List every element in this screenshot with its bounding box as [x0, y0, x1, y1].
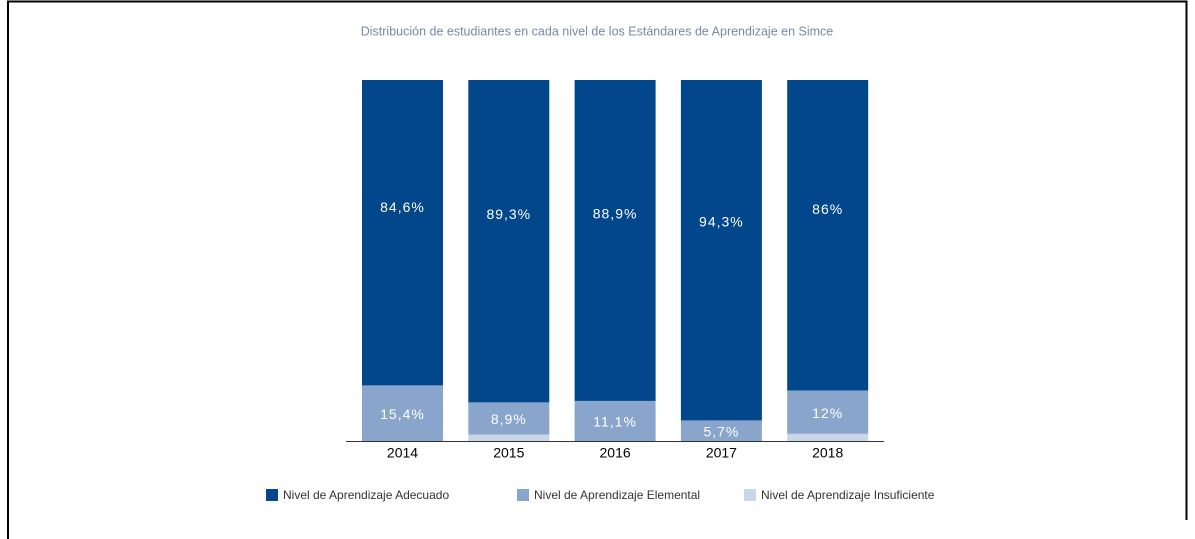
data-label: 15,4% [380, 406, 425, 422]
data-label: 11,1% [593, 414, 637, 430]
chart-title: Distribución de estudiantes en cada nive… [361, 24, 834, 38]
bar-segment [362, 385, 443, 441]
frame [7, 0, 1188, 539]
bar-segment [362, 80, 443, 386]
bar-segment [574, 80, 656, 401]
bar-segment [468, 434, 550, 441]
x-tick-label: 2016 [600, 445, 631, 461]
x-tick-label: 2014 [387, 445, 418, 461]
legend-swatch [744, 489, 756, 501]
bar-segment [787, 80, 869, 391]
data-label: 94,3% [699, 214, 744, 230]
data-label: 89,3% [486, 206, 531, 222]
x-tick-label: 2015 [493, 445, 524, 461]
data-label: 5,7% [703, 423, 739, 439]
x-tick-label: 2017 [706, 445, 737, 461]
data-label: 86% [812, 201, 843, 217]
data-label: 84,6% [380, 199, 425, 215]
bar-segment [574, 400, 656, 441]
bar-segment [787, 433, 869, 441]
data-label: 12% [812, 405, 843, 421]
legend-label: Nivel de Aprendizaje Adecuado [283, 488, 449, 502]
bar-segment [468, 402, 550, 435]
x-tick-label: 2018 [812, 445, 843, 461]
bar-segment [680, 80, 762, 421]
legend-label: Nivel de Aprendizaje Elemental [534, 488, 700, 502]
data-label: 88,9% [593, 205, 638, 221]
legend-label: Nivel de Aprendizaje Insuficiente [761, 488, 935, 502]
bar-segment [468, 80, 550, 403]
bar-segment [787, 390, 869, 434]
bar-segment [680, 420, 762, 441]
data-label: 8,9% [491, 411, 527, 427]
legend-swatch [517, 489, 529, 501]
legend-swatch [266, 489, 278, 501]
